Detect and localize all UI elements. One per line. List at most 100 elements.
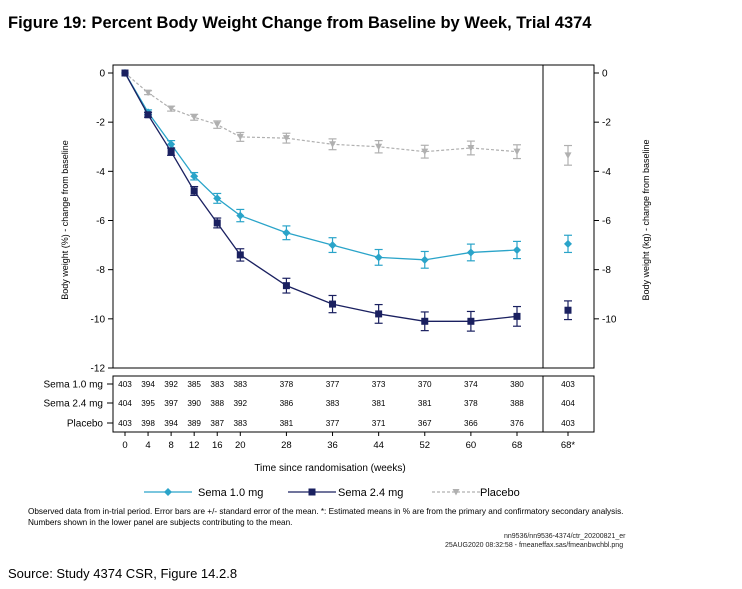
axes: 0 -2 -4 -6 -8 -10 -12 0 -2 -4 -6 -8 -10 [91,69,617,375]
data-point [167,148,175,156]
y-tick-label-right: -10 [602,314,617,325]
series-sema-1-0-mg [121,69,572,269]
n-cell: 392 [233,399,247,408]
legend-marker [164,488,172,496]
n-cell: 381 [418,399,432,408]
n-cell: 403 [561,419,575,428]
data-point [236,251,244,259]
table-row-label: Placebo [67,419,104,430]
y-tick-label-left: -6 [96,216,105,227]
series-layer [121,69,572,332]
legend-label: Sema 2.4 mg [338,487,403,499]
x-tick-label: 4 [145,440,150,451]
data-point [467,144,475,152]
n-cell: 377 [326,380,340,389]
n-cell: 404 [561,399,575,408]
source-note: Source: Study 4374 CSR, Figure 14.2.8 [8,566,238,581]
n-cell: 404 [118,399,132,408]
data-point [329,300,337,308]
n-cell: 370 [418,380,432,389]
table-row-label: Sema 2.4 mg [44,399,103,410]
n-cell: 366 [464,419,478,428]
y-tick-label-right: -6 [602,216,611,227]
data-point [213,219,221,227]
data-point [213,194,222,203]
data-point [564,306,572,314]
data-point [167,140,176,149]
y-axis-label-right: Body weight (kg) - change from baseline [641,139,651,300]
legend: Sema 1.0 mg Sema 2.4 mg Placebo [144,487,520,499]
x-tick-label: 20 [235,440,246,451]
plot-frame [112,64,595,369]
n-cell: 398 [141,419,155,428]
data-point [513,246,521,254]
file-reference-line-2: 25AUG2020 08:32:58 - fmeaneffax.sas/fmea… [445,542,624,549]
y-tick-label-left: -10 [91,314,106,325]
y-tick-label-left: -4 [96,167,105,178]
n-cell: 383 [210,380,224,389]
legend-marker [308,488,316,496]
n-cell: 385 [187,380,201,389]
series-placebo [121,70,572,166]
n-cell: 390 [187,399,201,408]
y-tick-label-right: -8 [602,265,611,276]
data-point [144,111,152,119]
legend-item: Sema 2.4 mg [288,487,403,499]
data-point [329,141,337,148]
series-line [124,72,518,322]
n-cell: 395 [141,399,155,408]
data-point [466,248,475,257]
n-cell: 388 [510,399,524,408]
n-cell: 394 [164,419,178,428]
y-tick-label-right: -4 [602,167,611,178]
y-tick-label-left: 0 [99,69,105,80]
data-point [236,211,245,220]
data-point [282,135,290,142]
data-point [121,69,129,77]
legend-label: Placebo [480,487,520,499]
y-tick-label-right: -2 [602,118,611,129]
y-tick-label-left: -12 [91,364,106,375]
data-point [467,317,475,325]
file-reference: nn9536/nn9536-4374/ctr_20200821_er 25AUG… [420,532,740,550]
n-cell: 381 [280,419,294,428]
data-point [375,310,383,318]
n-cell: 388 [210,399,224,408]
data-point [190,114,198,121]
data-point [375,143,383,151]
n-cell: 383 [233,380,247,389]
n-cell: 376 [510,419,524,428]
n-table: Sema 1.0 mg 403 394 392 385 383 383 378 377 373 37… [44,375,595,451]
n-cell: 383 [326,399,340,408]
data-point [213,121,221,129]
data-point [564,239,572,248]
x-tick-label: 12 [189,440,200,451]
y-tick-label-right: 0 [602,69,608,80]
data-point [421,317,429,325]
data-point [374,253,383,262]
n-cell: 397 [164,399,178,408]
table-border [112,375,595,433]
n-cell: 374 [464,380,478,389]
x-tick-label: 8 [168,440,173,451]
figure-title: Figure 19: Percent Body Weight Change fr… [8,14,592,32]
n-cell: 377 [326,419,340,428]
data-point [282,228,291,237]
n-cell: 378 [464,399,478,408]
x-axis-label: Time since randomisation (weeks) [254,463,405,474]
legend-item: Sema 1.0 mg [144,487,263,499]
x-tick-label: 68* [561,440,576,451]
n-cell: 373 [372,380,386,389]
x-tick-label: 0 [122,440,127,451]
n-cell: 367 [418,419,432,428]
x-tick-label: 16 [212,440,223,451]
data-point [167,105,175,113]
y-tick-label-left: -8 [96,265,105,276]
y-axis-label-left: Body weight (%) - change from baseline [60,140,70,300]
data-point [190,187,198,195]
n-cell: 394 [141,380,155,389]
n-cell: 403 [118,419,132,428]
series-line [124,72,518,261]
table-row-label: Sema 1.0 mg [44,380,103,391]
